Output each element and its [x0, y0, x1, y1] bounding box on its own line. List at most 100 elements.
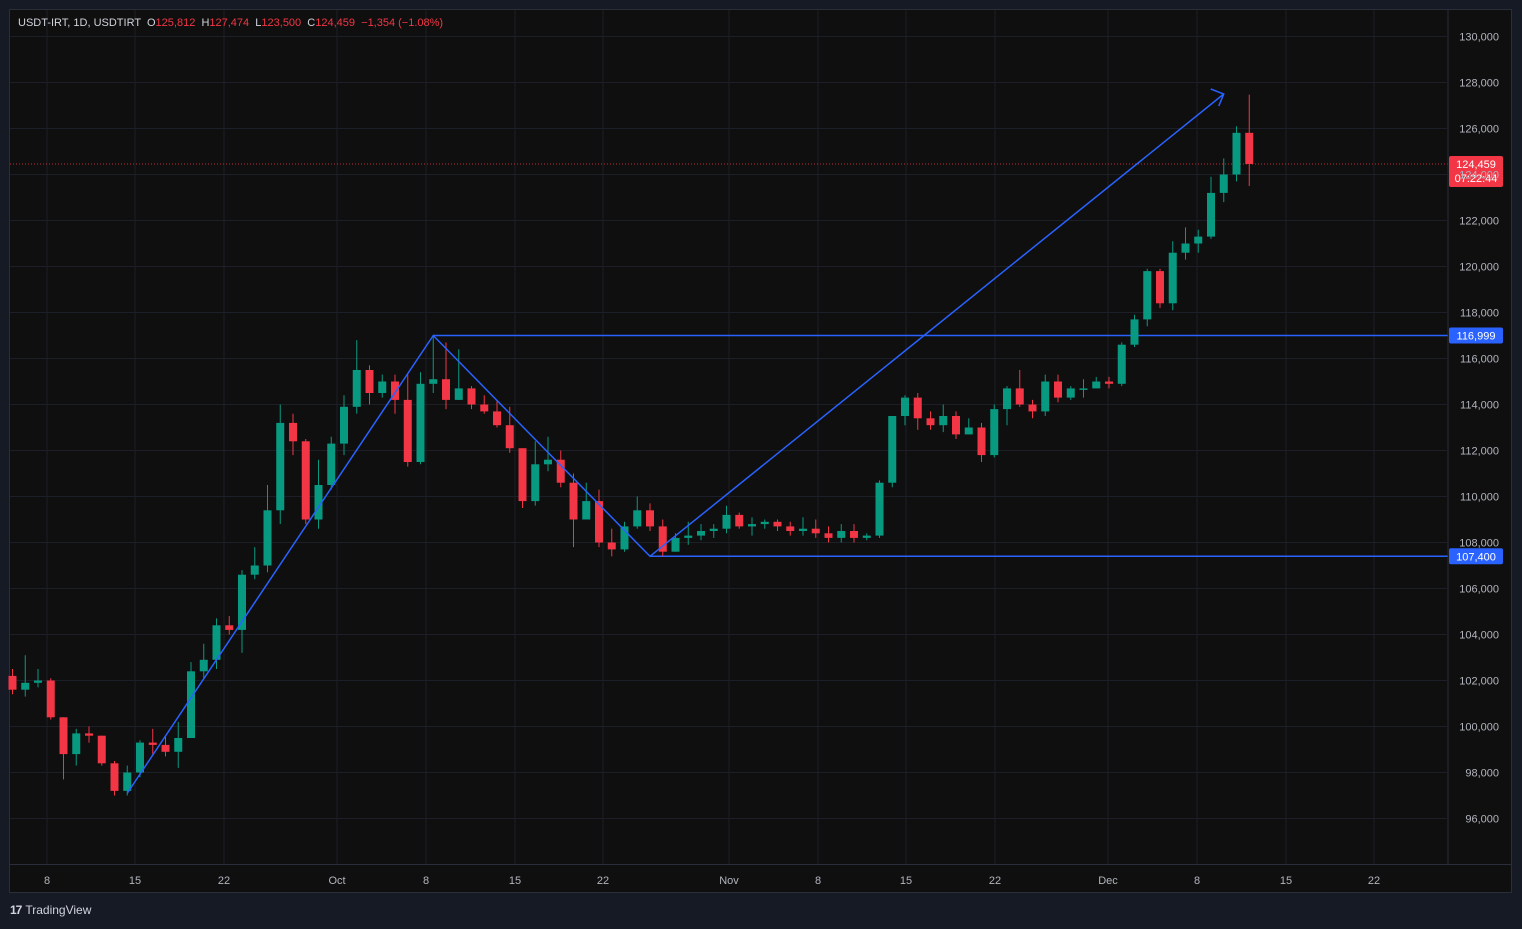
candle-body [314, 485, 323, 520]
current-price-tag[interactable] [1449, 155, 1503, 187]
candle-body [964, 427, 973, 435]
price-tick-label: 102,000 [1459, 676, 1499, 688]
candle-body [760, 521, 769, 525]
candle-body [1117, 344, 1126, 384]
candle-body [429, 379, 438, 384]
candle-body [1066, 388, 1075, 398]
candle-body [1028, 404, 1037, 412]
candle-body [697, 531, 705, 536]
candle-body [1092, 381, 1101, 389]
price-tick-label: 110,000 [1460, 492, 1499, 504]
candle-body [72, 733, 81, 755]
countdown-label: 07:22:44 [1455, 173, 1498, 185]
candle-body [238, 574, 246, 630]
candle-body [658, 526, 667, 552]
price-axis: 130,000 128,000 126,000 124,000 122,000 120,0… [1447, 10, 1499, 864]
candle-body [824, 533, 833, 538]
candle-body [901, 397, 909, 416]
price-tick-label: 104,000 [1459, 630, 1499, 642]
candle-body [1219, 174, 1228, 193]
tradingview-logo-icon: 17 [10, 903, 22, 917]
grid-lines [10, 10, 1447, 864]
price-tick-label: 128,000 [1459, 78, 1499, 90]
price-tick-label: 96,000 [1465, 814, 1499, 826]
price-tick-label: 106,000 [1459, 584, 1499, 596]
candle-body [225, 625, 234, 630]
candle-body [8, 675, 17, 690]
candle-body [799, 528, 807, 531]
candle-body [544, 459, 552, 465]
candle-body [352, 370, 361, 407]
candle-body [531, 464, 540, 502]
candle-body [301, 441, 310, 520]
price-tick-label: 114,000 [1460, 400, 1499, 412]
ohlc-legend: USDT-IRT, 1D, USDTIRT O125,812 H127,474 … [18, 17, 443, 29]
candle-body [977, 427, 986, 456]
close-value: 124,459 [315, 17, 356, 29]
arrow-head-icon [1210, 88, 1225, 107]
candle-body [289, 422, 297, 442]
candle-body [811, 528, 820, 534]
candle-body [250, 565, 259, 575]
open-value: 125,812 [155, 17, 196, 29]
candle-body [1207, 192, 1215, 237]
time-tick-label: Oct [328, 875, 345, 887]
candle-body [684, 535, 693, 538]
level-tag-label: 107,400 [1456, 551, 1496, 563]
candle-body [467, 388, 476, 405]
candle-body [735, 514, 744, 527]
candle-body [748, 524, 756, 527]
candle-body [1105, 381, 1113, 384]
candle-body [1003, 388, 1011, 410]
time-tick-label: 15 [509, 875, 521, 887]
price-tick-label: 126,000 [1459, 124, 1499, 136]
symbol-info: USDT-IRT, 1D, USDTIRT [18, 17, 141, 29]
candle-body [850, 531, 858, 538]
candle-body [633, 510, 642, 527]
candle-body [773, 521, 782, 527]
candle-body [416, 383, 425, 462]
candle-body [862, 535, 871, 538]
candle-body [926, 418, 935, 426]
candle-body [391, 381, 399, 400]
candle-body [161, 744, 170, 752]
candle-body [454, 388, 463, 400]
candle-body [505, 425, 514, 449]
zigzag-line[interactable] [126, 93, 1225, 794]
price-tick-label: 98,000 [1465, 768, 1499, 780]
candle-body [1181, 243, 1190, 253]
candle-body [85, 733, 93, 736]
candle-body [875, 482, 884, 536]
candle-body [620, 526, 629, 550]
candle-body [110, 763, 119, 791]
level-tag-label: 116,999 [1457, 331, 1496, 343]
open-label: O [146, 17, 156, 29]
candle-body [1245, 132, 1254, 164]
candle-body [34, 680, 42, 683]
candle-body [327, 443, 336, 485]
candle-body [556, 459, 565, 483]
candle-body [493, 411, 501, 426]
brand-footer[interactable]: 17 TradingView [10, 903, 91, 917]
candle-body [59, 717, 68, 755]
candle-body [595, 501, 603, 543]
candle-body [1079, 388, 1088, 390]
candle-body [378, 381, 387, 393]
candle-body [480, 404, 489, 412]
candle-body [174, 738, 183, 752]
candle-body [340, 406, 348, 444]
price-tick-label: 116,000 [1460, 354, 1499, 366]
candle-body [123, 772, 132, 791]
candle-body [1232, 132, 1241, 175]
candle-body [646, 510, 654, 527]
candle-body [187, 671, 195, 738]
candle-body [199, 659, 208, 672]
candles [8, 94, 1254, 796]
candle-body [442, 379, 450, 400]
candle-body [403, 399, 412, 462]
brand-name: TradingView [25, 903, 92, 917]
candle-body [518, 448, 527, 502]
time-tick-label: 22 [597, 875, 609, 887]
